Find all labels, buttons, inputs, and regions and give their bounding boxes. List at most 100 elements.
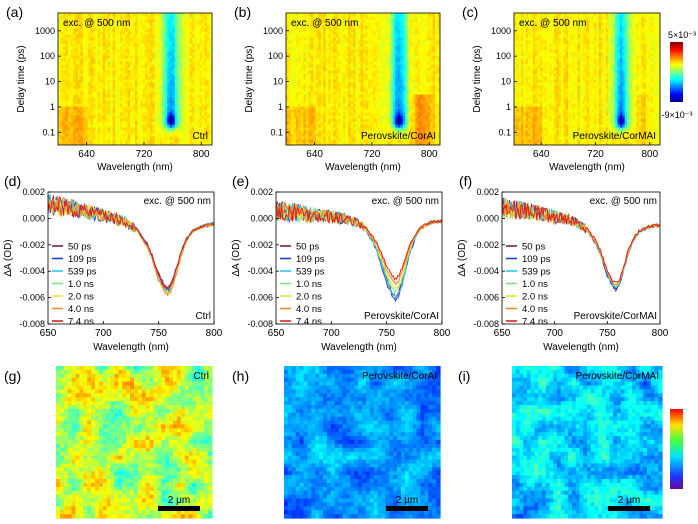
scale-bar-label: 2 μm bbox=[618, 495, 640, 506]
legend-label: 2.0 ns bbox=[522, 292, 548, 303]
legend-label: 4.0 ns bbox=[522, 304, 548, 315]
x-axis-label: Wavelength (nm) bbox=[93, 342, 169, 353]
y-tick-label: -0.006 bbox=[473, 293, 499, 303]
panel-letter-h: (h) bbox=[232, 368, 249, 384]
colorbar-top: 5×10⁻³ -9×10⁻³ bbox=[661, 30, 696, 120]
y-tick-label: -0.008 bbox=[473, 319, 499, 329]
x-tick-label: 650 bbox=[494, 328, 511, 339]
legend-label: 109 ps bbox=[296, 254, 325, 265]
x-tick-label: 700 bbox=[323, 328, 340, 339]
excitation-annotation: exc. @ 500 nm bbox=[519, 18, 586, 29]
colorbar-top-gradient bbox=[670, 42, 683, 102]
plot-frame bbox=[57, 12, 213, 146]
series-line bbox=[502, 199, 660, 286]
pl-cells bbox=[512, 366, 663, 519]
x-tick-label: 800 bbox=[206, 328, 223, 339]
x-tick-label: 800 bbox=[641, 149, 658, 160]
excitation-annotation: exc. @ 500 nm bbox=[144, 196, 211, 207]
excitation-annotation: exc. @ 500 nm bbox=[590, 196, 657, 207]
y-tick-label: 0.1 bbox=[498, 127, 511, 137]
legend-label: 50 ps bbox=[68, 242, 91, 253]
series-line bbox=[48, 195, 214, 290]
panel-letter-c: (c) bbox=[462, 4, 478, 20]
x-tick-label: 700 bbox=[95, 328, 112, 339]
excitation-annotation: exc. @ 500 nm bbox=[63, 18, 130, 29]
y-axis-label: Delay time (ps) bbox=[472, 45, 483, 112]
y-tick-label: 0.000 bbox=[476, 213, 499, 223]
colorbar-top-max-label: 5×10⁻³ bbox=[668, 30, 696, 40]
panel-letter-d: (d) bbox=[4, 173, 21, 189]
panel-letter-a: (a) bbox=[6, 4, 23, 20]
x-axis-label: Wavelength (nm) bbox=[97, 162, 173, 173]
y-tick-label: 0.002 bbox=[22, 187, 45, 197]
x-tick-label: 640 bbox=[533, 149, 550, 160]
y-axis-label: ΔA (OD) bbox=[231, 239, 242, 276]
x-tick-label: 750 bbox=[599, 328, 616, 339]
y-tick-label: -0.004 bbox=[19, 266, 45, 276]
legend-label: 2.0 ns bbox=[68, 292, 94, 303]
x-tick-label: 650 bbox=[40, 328, 57, 339]
y-tick-label: 10 bbox=[273, 77, 283, 87]
sample-label: Perovskite/CorMAI bbox=[573, 131, 656, 142]
plot-frame bbox=[47, 191, 215, 325]
series-line bbox=[502, 201, 660, 289]
legend-label: 7.4 ns bbox=[296, 317, 322, 328]
y-tick-label: 100 bbox=[40, 51, 55, 61]
x-tick-label: 650 bbox=[268, 328, 285, 339]
sample-label: Perovskite/CorMAI bbox=[576, 371, 659, 382]
panel-letter-i: (i) bbox=[458, 368, 470, 384]
ta-map-cormai: 0.1 1 10 100 1000 640 720 800 Wavelength (nm) Del… bbox=[472, 12, 661, 173]
sample-label: Ctrl bbox=[193, 371, 209, 382]
heatmap-cells bbox=[514, 13, 660, 145]
legend-label: 7.4 ns bbox=[68, 317, 94, 328]
y-tick-label: 10 bbox=[501, 77, 511, 87]
y-tick-label: -0.004 bbox=[247, 266, 273, 276]
y-tick-label: -0.006 bbox=[247, 293, 273, 303]
legend-label: 539 ps bbox=[296, 267, 325, 278]
scale-bar bbox=[386, 506, 428, 511]
series-group bbox=[48, 193, 214, 297]
legend-label: 2.0 ns bbox=[296, 292, 322, 303]
colorbar-bottom-gradient bbox=[670, 409, 683, 489]
sample-label: Ctrl bbox=[195, 311, 211, 322]
legend-label: 539 ps bbox=[68, 267, 97, 278]
legend-label: 1.0 ns bbox=[296, 279, 322, 290]
pl-map-coral: Perovskite/CorAI 2 μm bbox=[284, 366, 441, 519]
legend-label: 1.0 ns bbox=[68, 279, 94, 290]
x-axis-label: Wavelength (nm) bbox=[549, 162, 625, 173]
sample-label: Ctrl bbox=[192, 131, 208, 142]
series-group bbox=[276, 201, 442, 303]
y-tick-label: 0.000 bbox=[250, 213, 273, 223]
pl-cells bbox=[56, 366, 213, 519]
panel-letter-b: (b) bbox=[234, 4, 251, 20]
x-tick-label: 750 bbox=[378, 328, 395, 339]
legend-label: 50 ps bbox=[296, 242, 319, 253]
y-tick-label: 0.1 bbox=[270, 127, 283, 137]
sample-label: Perovskite/CorMAI bbox=[574, 311, 657, 322]
ta-map-coral: 0.1 1 10 100 1000 640 720 800 Wavelength (nm) Del… bbox=[244, 12, 441, 173]
scale-bar bbox=[158, 506, 200, 511]
y-tick-label: 100 bbox=[496, 51, 511, 61]
y-tick-label: -0.008 bbox=[19, 319, 45, 329]
y-tick-label: 0.002 bbox=[250, 187, 273, 197]
x-tick-label: 720 bbox=[136, 149, 153, 160]
x-tick-label: 750 bbox=[150, 328, 167, 339]
plot-frame bbox=[285, 12, 441, 146]
y-tick-label: 0.000 bbox=[22, 213, 45, 223]
series-line bbox=[48, 196, 214, 297]
scale-bar-label: 2 μm bbox=[168, 495, 190, 506]
y-tick-label: 1000 bbox=[35, 26, 55, 36]
x-tick-label: 700 bbox=[546, 328, 563, 339]
series-group bbox=[502, 197, 660, 293]
panel-letter-f: (f) bbox=[459, 173, 472, 189]
y-axis-label: Delay time (ps) bbox=[16, 45, 27, 112]
plot-frame bbox=[275, 191, 443, 325]
legend-label: 50 ps bbox=[522, 242, 545, 253]
x-tick-label: 800 bbox=[193, 149, 210, 160]
sample-label: Perovskite/CorAI bbox=[362, 371, 437, 382]
